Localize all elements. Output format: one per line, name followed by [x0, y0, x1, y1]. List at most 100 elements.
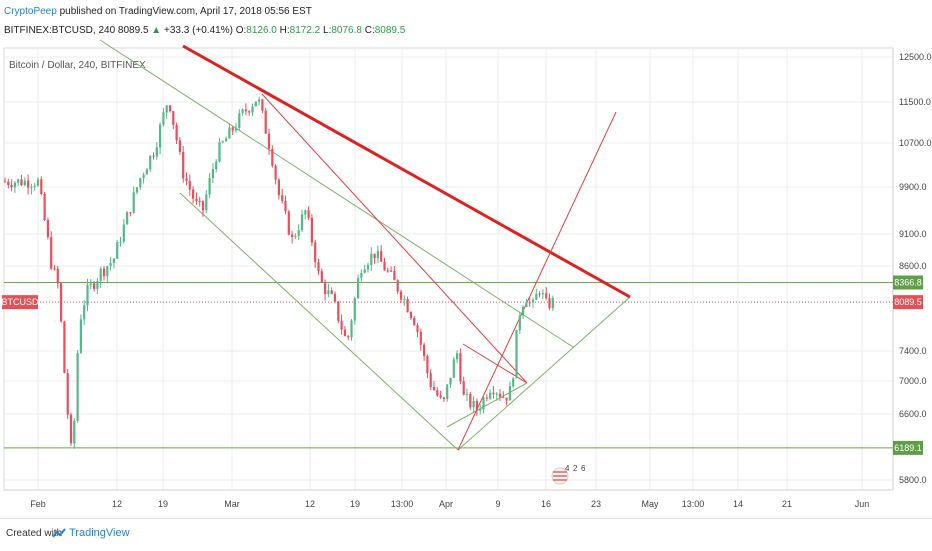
x-tick-label: 13:00: [682, 499, 705, 509]
candle-body: [380, 251, 383, 262]
candle-body: [297, 230, 300, 236]
candle-body: [548, 298, 551, 309]
candle-body: [277, 179, 280, 196]
candle-body: [30, 186, 33, 188]
candle-body: [271, 148, 274, 166]
candle-body: [396, 280, 399, 292]
x-tick-label: 23: [591, 499, 601, 509]
y-tick-label: 9900.0: [899, 182, 927, 192]
candle-body: [159, 124, 162, 148]
candle-body: [353, 298, 356, 321]
trend-line: [179, 192, 459, 451]
candle-body: [512, 378, 515, 387]
candle-body: [50, 237, 53, 269]
up-arrow-icon: ▲: [151, 25, 162, 36]
candle-body: [83, 305, 86, 320]
plot-area: [3, 47, 894, 491]
candle-body: [53, 268, 56, 270]
y-tick-label: 12500.0: [899, 52, 932, 62]
candle-body: [333, 293, 337, 302]
candle-body: [489, 392, 492, 399]
candle-body: [287, 211, 290, 235]
author-link[interactable]: CryptoPeep: [4, 6, 57, 17]
candle-body: [33, 185, 36, 187]
candle-body: [482, 397, 485, 410]
candle-body: [172, 111, 175, 126]
x-tick-label: May: [641, 499, 659, 509]
candle-body: [423, 344, 426, 356]
ohlc-bar: BITFINEX:BTCUSD, 240 8089.5 ▲ +33.3 (+0.…: [4, 25, 405, 36]
candle-body: [152, 155, 155, 157]
candle-body: [218, 142, 221, 162]
candle-body: [495, 393, 498, 395]
y-tick-label: 11500.0: [899, 97, 931, 107]
candle-body: [13, 182, 16, 188]
candle-body: [165, 105, 168, 113]
candle-body: [60, 283, 63, 322]
candle-body: [360, 272, 363, 279]
event-count: 4: [565, 464, 570, 473]
candle-body: [538, 293, 541, 295]
x-tick-label: Jun: [855, 499, 870, 509]
candle-body: [149, 155, 152, 170]
candle-body: [43, 194, 46, 221]
candle-body: [383, 261, 386, 271]
candle-body: [459, 353, 462, 382]
candle-body: [132, 192, 135, 213]
candle-body: [330, 290, 333, 294]
candle-body: [442, 397, 445, 399]
candle-body: [452, 359, 455, 378]
candle-body: [307, 210, 310, 218]
candle-body: [419, 331, 422, 345]
trend-line: [99, 39, 574, 348]
candle-body: [23, 180, 26, 186]
candle-body: [27, 180, 30, 188]
candle-body: [79, 319, 82, 353]
candle-body: [201, 201, 205, 211]
candle-body: [93, 283, 96, 289]
candle-body: [291, 234, 294, 237]
tradingview-brand-link[interactable]: TradingView: [69, 527, 130, 539]
candle-body: [76, 352, 79, 421]
x-tick-label: Feb: [30, 499, 46, 509]
candle-body: [106, 266, 109, 277]
candle-body: [449, 377, 452, 385]
y-tick-label: 6600.0: [899, 409, 927, 419]
candle-body: [251, 106, 254, 113]
candle-body: [69, 414, 73, 444]
last-price: 8089.5: [117, 25, 149, 36]
open-value: 8126.0: [246, 25, 277, 36]
candle-body: [109, 262, 112, 267]
x-tick-label: 14: [733, 499, 743, 509]
candle-body: [185, 178, 188, 181]
candle-body: [403, 298, 406, 300]
candle-body: [119, 241, 122, 243]
candle-body: [211, 169, 214, 179]
x-tick-label: Apr: [439, 499, 453, 509]
candle-body: [195, 198, 198, 202]
candle-body: [182, 151, 185, 179]
candle-body: [393, 271, 396, 281]
candle-body: [66, 372, 69, 415]
trend-line: [457, 111, 617, 451]
candle-body: [327, 290, 330, 295]
candle-body: [472, 400, 475, 408]
candle-body: [112, 258, 115, 263]
trend-line: [261, 93, 528, 384]
close-label: C:: [364, 25, 375, 36]
high-label: H:: [279, 25, 290, 36]
chart-title: Bitcoin / Dollar, 240, BITFINEX: [9, 60, 146, 71]
candle-body: [10, 185, 13, 188]
candle-body: [188, 180, 191, 190]
candle-body: [515, 329, 518, 379]
candle-body: [528, 302, 531, 304]
x-tick-label: Mar: [224, 499, 240, 509]
candle-body: [446, 384, 449, 399]
candle-body: [340, 320, 343, 330]
candle-body: [241, 109, 244, 114]
candle-body: [126, 212, 129, 225]
open-label: O:: [235, 25, 247, 36]
candle-body: [198, 201, 201, 203]
candle-body: [3, 181, 7, 183]
